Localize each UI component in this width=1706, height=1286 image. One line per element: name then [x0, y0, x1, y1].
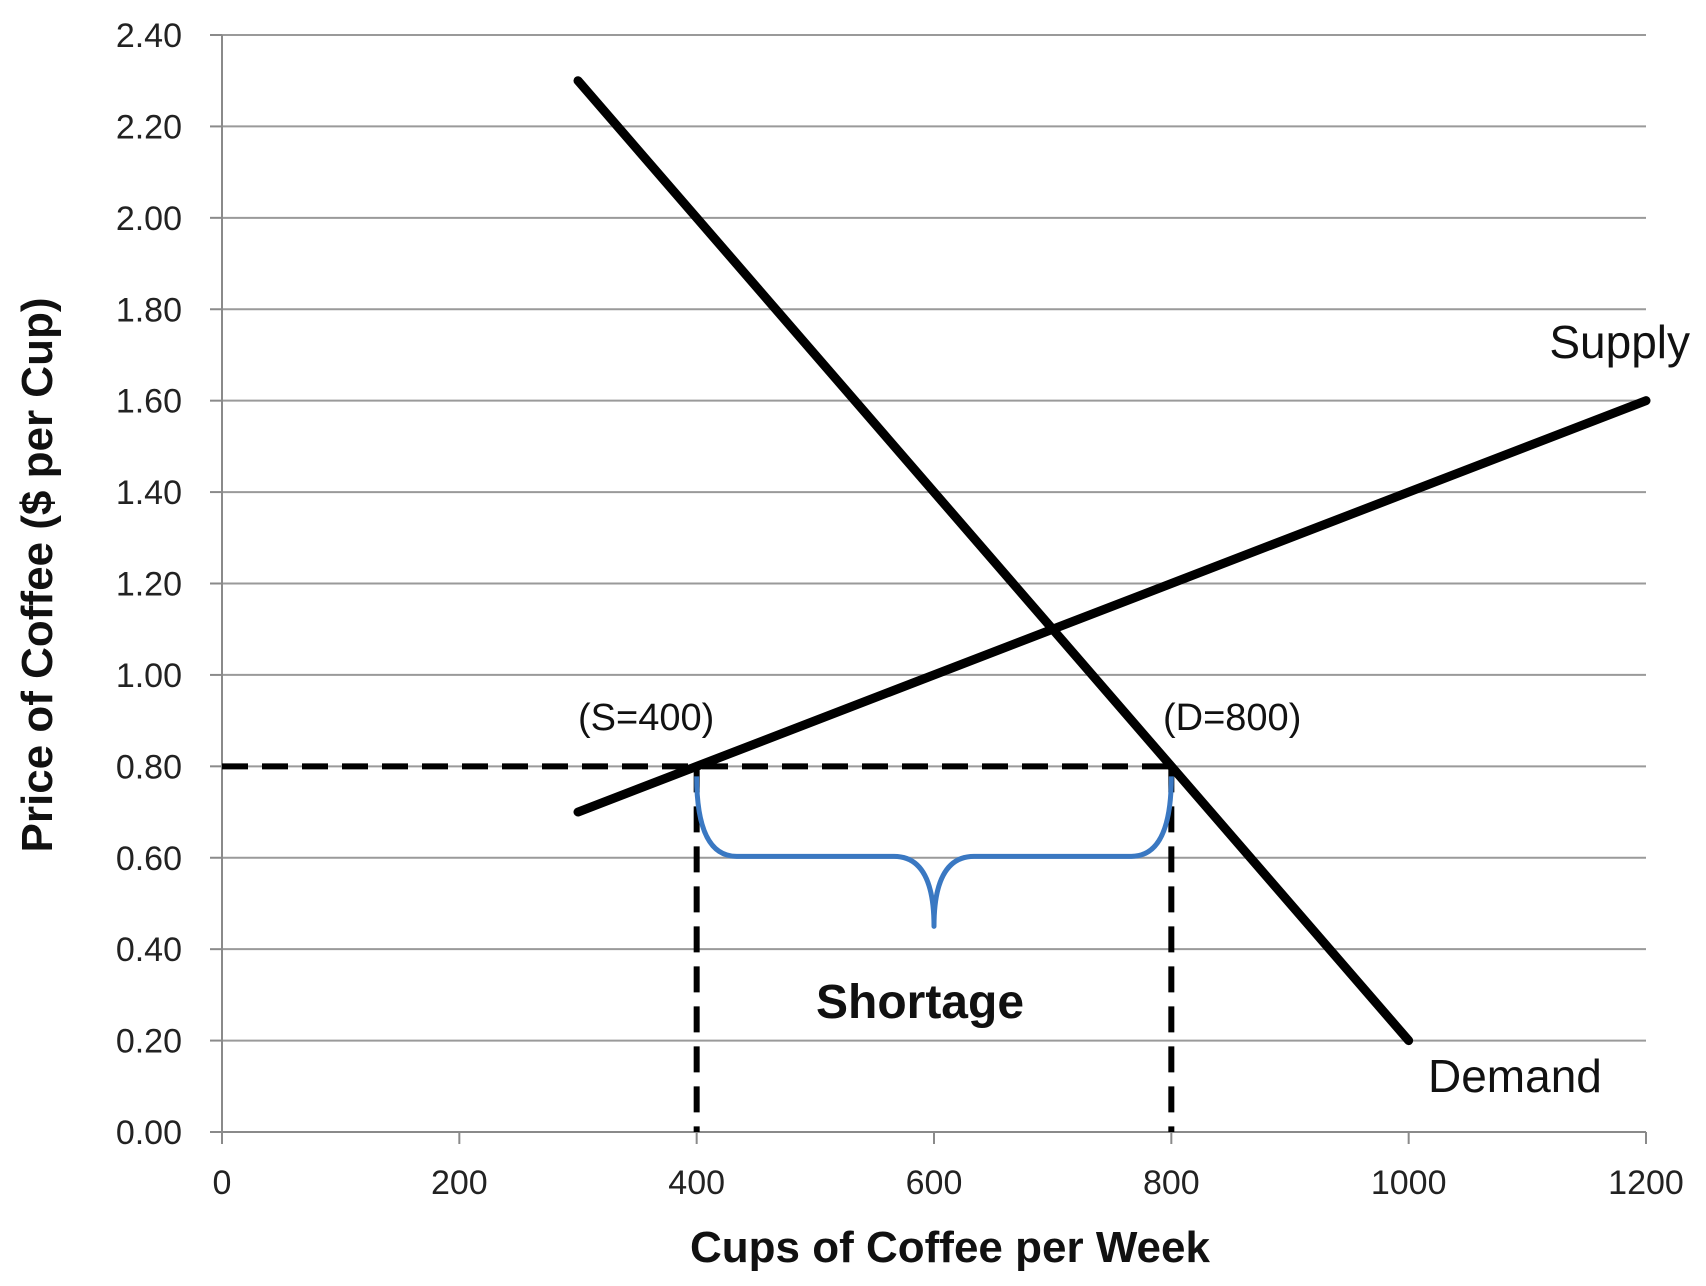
y-tick-labels: 0.00 0.20 0.40 0.60 0.80 1.00 1.20 1.40 1.60 1.80…: [116, 17, 182, 1152]
x-tick-label: 0: [213, 1164, 232, 1202]
y-tick-label: 1.00: [116, 657, 182, 695]
y-tick-label: 2.20: [116, 108, 182, 146]
demand-curve-label: Demand: [1428, 1050, 1602, 1102]
x-tick-label: 200: [431, 1164, 488, 1202]
x-axis-title: Cups of Coffee per Week: [690, 1223, 1210, 1272]
y-tick-label: 2.00: [116, 200, 182, 238]
supply-curve-label: Supply: [1549, 316, 1690, 368]
supplied-quantity-label: (S=400): [578, 697, 714, 739]
axes: [210, 34, 1647, 1144]
x-tick-label: 1000: [1371, 1164, 1447, 1202]
y-tick-label: 1.20: [116, 566, 182, 604]
y-tick-label: 0.60: [116, 840, 182, 878]
y-tick-label: 0.00: [116, 1114, 182, 1152]
y-tick-label: 2.40: [116, 17, 182, 55]
supply-curve: [573, 396, 1651, 817]
x-tick-label: 400: [668, 1164, 725, 1202]
shortage-label: Shortage: [816, 976, 1024, 1029]
y-tick-label: 0.40: [116, 931, 182, 969]
shortage-brace-path: [694, 776, 1174, 929]
y-tick-label: 0.80: [116, 748, 182, 786]
price-ceiling-guides: [222, 763, 1175, 1132]
y-tick-label: 1.60: [116, 383, 182, 421]
x-tick-label: 1200: [1608, 1164, 1684, 1202]
y-axis-title: Price of Coffee ($ per Cup): [13, 298, 62, 853]
x-tick-label: 800: [1143, 1164, 1200, 1202]
demanded-quantity-label: (D=800): [1163, 697, 1301, 739]
y-tick-label: 1.40: [116, 474, 182, 512]
x-tick-label: 600: [906, 1164, 963, 1202]
y-tick-label: 1.80: [116, 291, 182, 329]
y-tick-label: 0.20: [116, 1023, 182, 1061]
gridlines: [222, 34, 1646, 1042]
x-tick-labels: 0 200 400 600 800 1000 1200: [213, 1164, 1684, 1202]
demand-curve: [573, 76, 1414, 1046]
curves: [573, 76, 1651, 1046]
shortage-brace: [694, 776, 1174, 929]
